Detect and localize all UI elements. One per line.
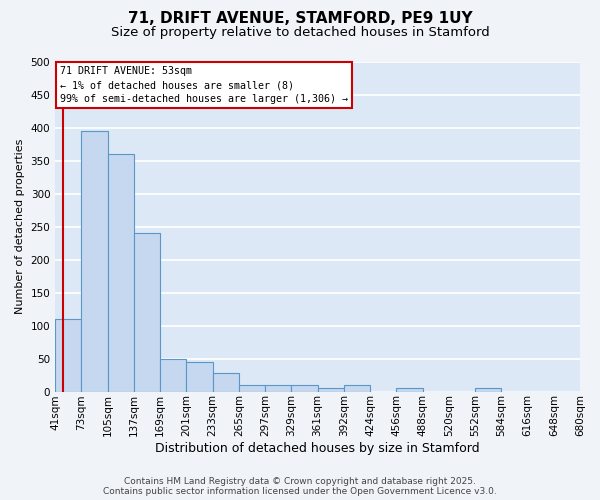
- Text: Size of property relative to detached houses in Stamford: Size of property relative to detached ho…: [110, 26, 490, 39]
- X-axis label: Distribution of detached houses by size in Stamford: Distribution of detached houses by size …: [155, 442, 480, 455]
- Bar: [187, 362, 212, 392]
- Bar: [239, 385, 265, 392]
- Bar: [212, 373, 239, 392]
- Bar: [317, 388, 344, 392]
- Bar: [292, 385, 317, 392]
- Bar: [265, 385, 292, 392]
- Bar: [134, 233, 160, 392]
- Bar: [55, 319, 82, 392]
- Text: 71 DRIFT AVENUE: 53sqm
← 1% of detached houses are smaller (8)
99% of semi-detac: 71 DRIFT AVENUE: 53sqm ← 1% of detached …: [61, 66, 349, 104]
- Bar: [344, 385, 370, 392]
- Y-axis label: Number of detached properties: Number of detached properties: [15, 139, 25, 314]
- Bar: [475, 388, 501, 392]
- Bar: [160, 358, 187, 392]
- Bar: [397, 388, 422, 392]
- Bar: [82, 131, 107, 392]
- Bar: [107, 154, 134, 392]
- Text: 71, DRIFT AVENUE, STAMFORD, PE9 1UY: 71, DRIFT AVENUE, STAMFORD, PE9 1UY: [128, 11, 472, 26]
- Text: Contains HM Land Registry data © Crown copyright and database right 2025.
Contai: Contains HM Land Registry data © Crown c…: [103, 476, 497, 496]
